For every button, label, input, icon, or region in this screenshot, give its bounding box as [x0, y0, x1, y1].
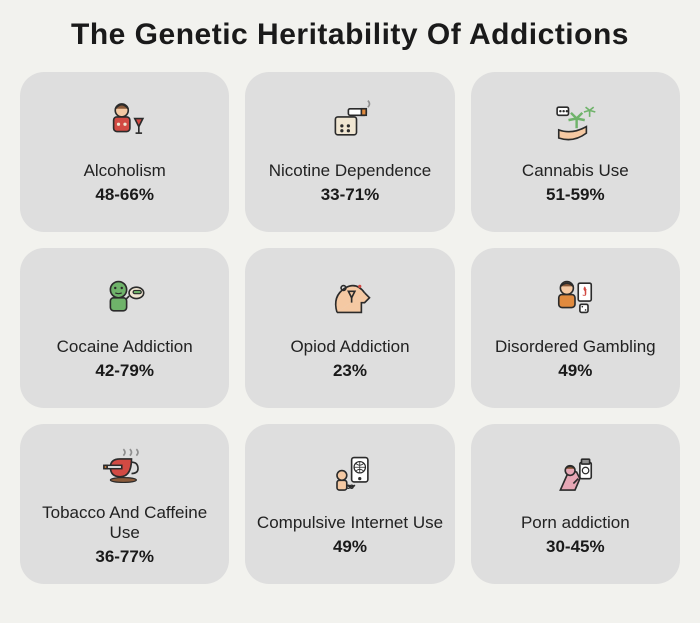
- card-cocaine: Cocaine Addiction 42-79%: [20, 248, 229, 408]
- card-value: 48-66%: [95, 185, 154, 205]
- card-porn: Porn addiction 30-45%: [471, 424, 680, 584]
- card-value: 36-77%: [95, 547, 154, 567]
- card-label: Cannabis Use: [522, 161, 629, 181]
- card-value: 30-45%: [546, 537, 605, 557]
- card-label: Disordered Gambling: [495, 337, 656, 357]
- card-value: 42-79%: [95, 361, 154, 381]
- card-value: 23%: [333, 361, 367, 381]
- card-label: Nicotine Dependence: [269, 161, 432, 181]
- card-gambling: J Disordered Gambling 49%: [471, 248, 680, 408]
- card-label: Alcoholism: [84, 161, 166, 181]
- card-label: Opiod Addiction: [290, 337, 409, 357]
- card-value: 49%: [558, 361, 592, 381]
- cannabis-icon: [547, 97, 603, 153]
- card-label: Tobacco And Caffeine Use: [30, 503, 219, 542]
- cards-grid: Alcoholism 48-66% Nicotine Dependence 33-7…: [20, 72, 680, 584]
- nicotine-icon: [322, 97, 378, 153]
- gambling-icon: J: [547, 273, 603, 329]
- alcohol-icon: [97, 97, 153, 153]
- opioid-icon: [322, 273, 378, 329]
- cocaine-icon: [97, 273, 153, 329]
- tobacco-icon: [97, 439, 153, 495]
- card-value: 51-59%: [546, 185, 605, 205]
- card-internet: Compulsive Internet Use 49%: [245, 424, 454, 584]
- page-title: The Genetic Heritability Of Addictions: [20, 18, 680, 52]
- card-opioid: Opiod Addiction 23%: [245, 248, 454, 408]
- card-label: Porn addiction: [521, 513, 630, 533]
- card-cannabis: Cannabis Use 51-59%: [471, 72, 680, 232]
- card-label: Cocaine Addiction: [57, 337, 193, 357]
- internet-icon: [322, 449, 378, 505]
- card-nicotine: Nicotine Dependence 33-71%: [245, 72, 454, 232]
- card-alcohol: Alcoholism 48-66%: [20, 72, 229, 232]
- card-value: 49%: [333, 537, 367, 557]
- porn-icon: [547, 449, 603, 505]
- card-value: 33-71%: [321, 185, 380, 205]
- card-tobacco: Tobacco And Caffeine Use 36-77%: [20, 424, 229, 584]
- card-label: Compulsive Internet Use: [257, 513, 443, 533]
